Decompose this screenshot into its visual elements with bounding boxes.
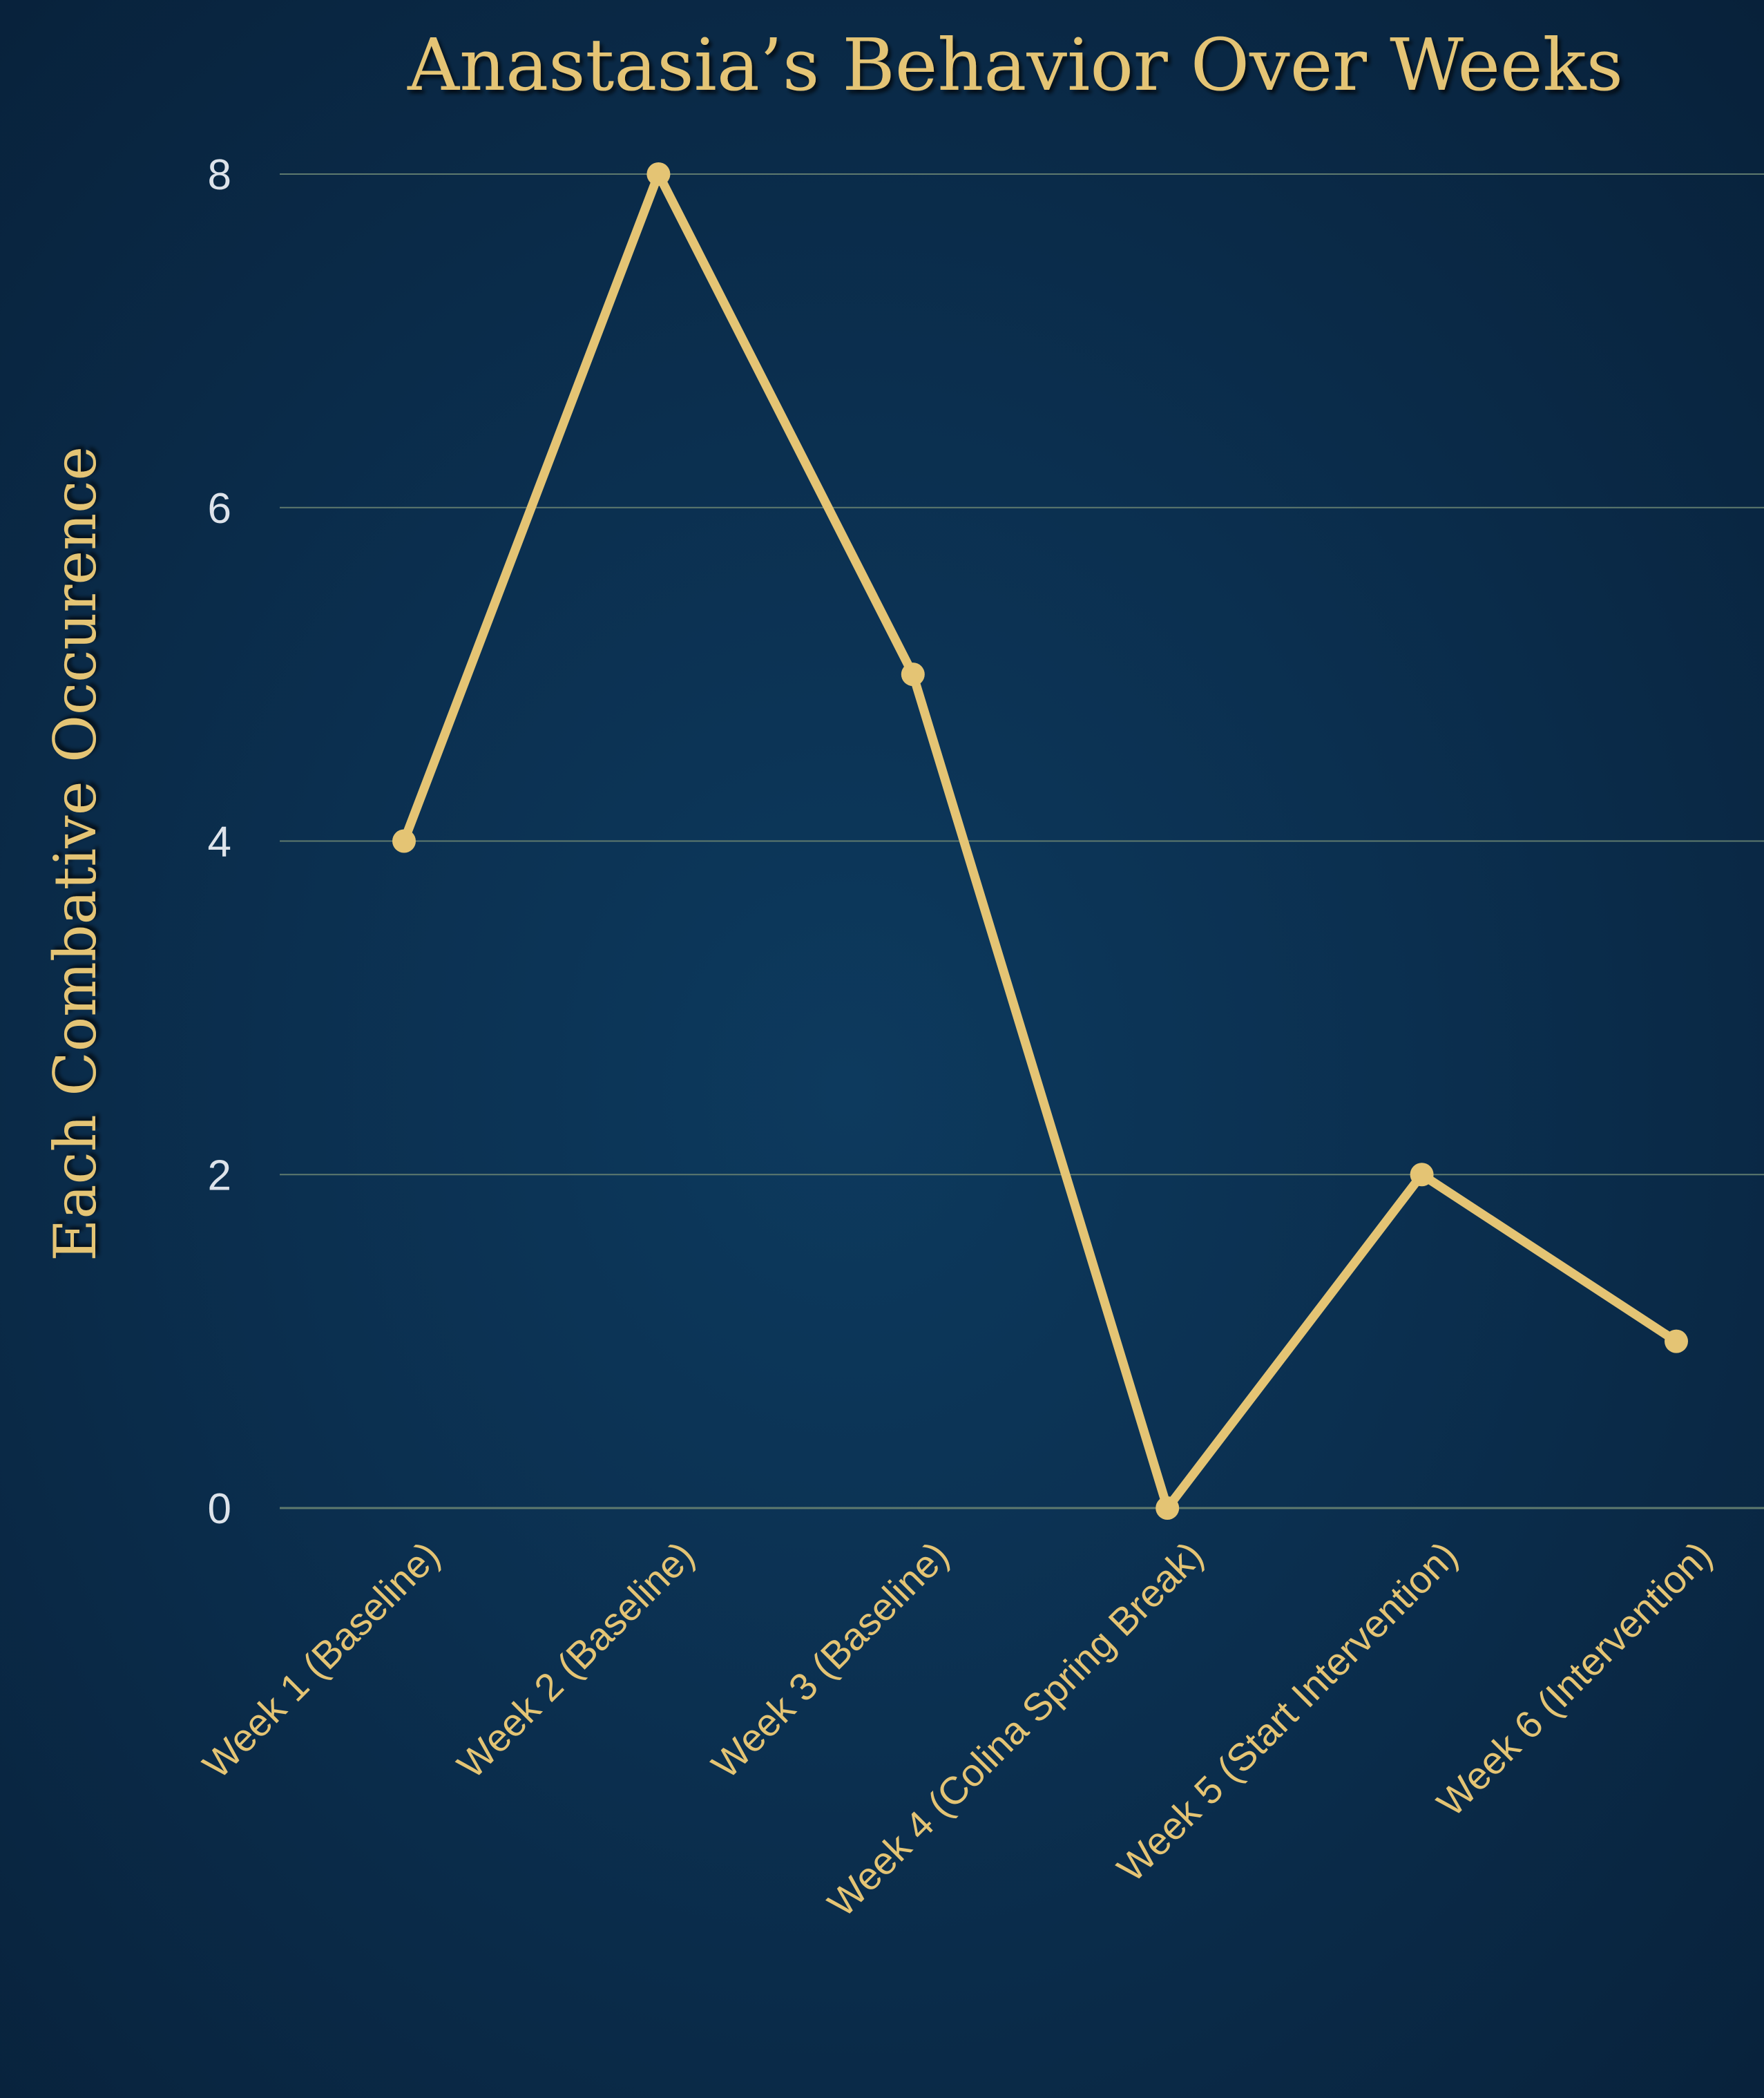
data-point-3 — [901, 662, 925, 687]
series-layer — [392, 162, 1688, 1520]
y-tick-label-0: 0 — [208, 1485, 231, 1533]
data-point-1 — [392, 829, 416, 853]
y-tick-label-8: 8 — [208, 151, 231, 199]
x-tick-labels: Week 1 (Baseline) Week 2 (Baseline) Week 3… — [194, 1533, 1720, 1925]
y-tick-label-4: 4 — [208, 819, 231, 866]
x-tick-label-6: Week 6 (Intervention) — [1428, 1533, 1720, 1824]
data-point-4 — [1156, 1496, 1180, 1520]
y-tick-label-6: 6 — [208, 485, 231, 533]
series-line — [399, 169, 1681, 1513]
x-tick-label-1: Week 1 (Baseline) — [194, 1533, 448, 1786]
data-point-6 — [1665, 1329, 1688, 1353]
y-axis-label: Each Combative Occurence — [41, 446, 109, 1261]
y-tick-labels: 0 2 4 6 8 — [208, 151, 231, 1533]
x-tick-label-2: Week 2 (Baseline) — [449, 1533, 702, 1786]
data-point-2 — [646, 162, 671, 186]
grid-layer — [280, 173, 1764, 1509]
chart-title: Anastasia’s Behavior Over Weeks — [407, 23, 1623, 107]
y-tick-label-2: 2 — [208, 1152, 231, 1199]
data-point-5 — [1410, 1163, 1434, 1187]
x-tick-label-3: Week 3 (Baseline) — [703, 1533, 957, 1786]
